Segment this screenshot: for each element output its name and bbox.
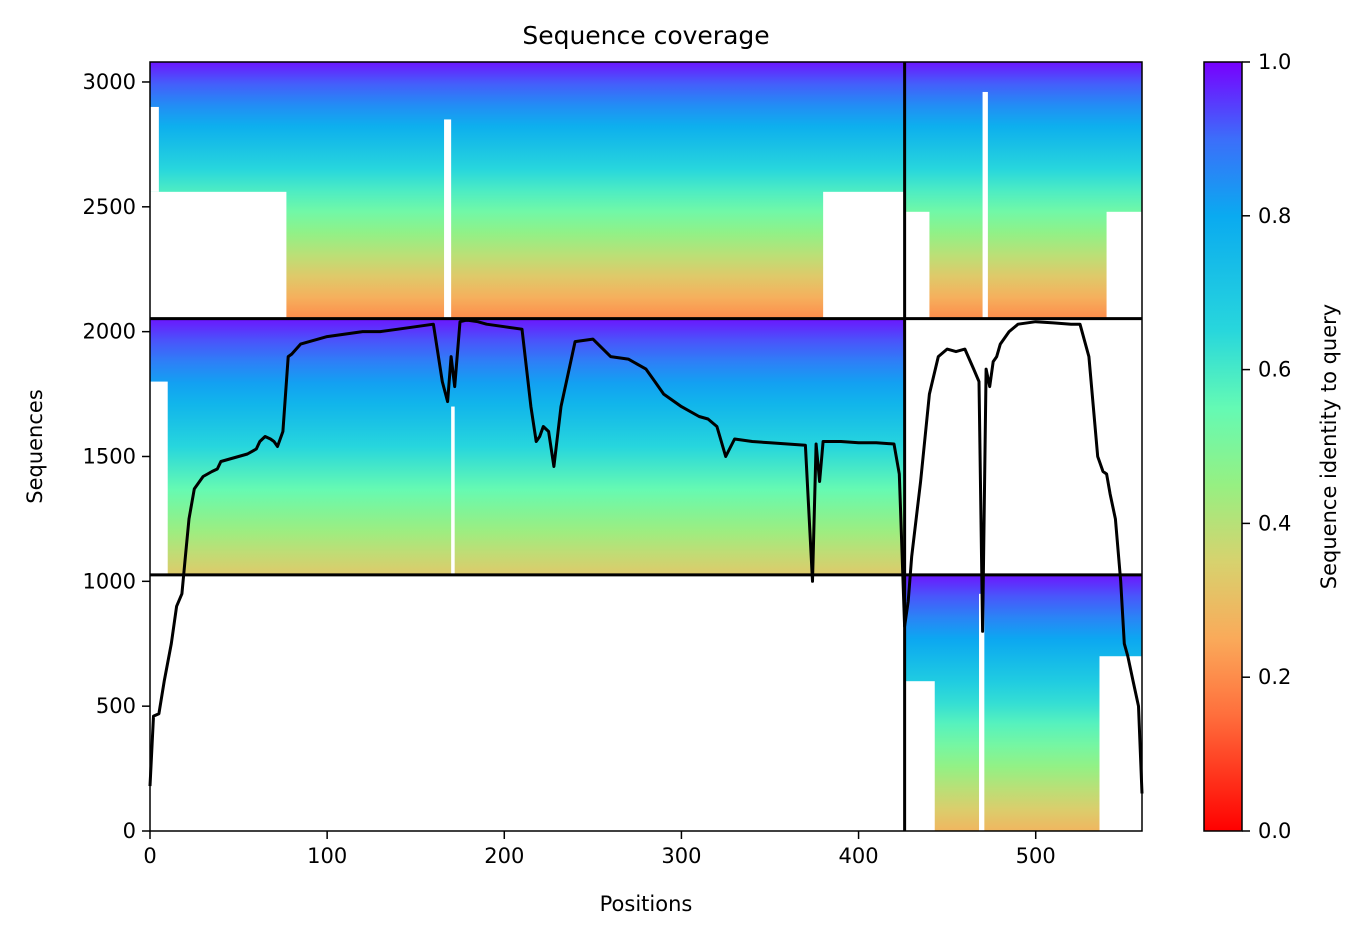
y-tick-label: 1500 xyxy=(83,444,136,468)
gap-top-left-column xyxy=(444,119,452,319)
y-axis-ticks: 0 500 1000 1500 2000 2500 3000 xyxy=(83,70,150,843)
x-tick-label: 100 xyxy=(307,844,347,868)
gap-top-left-edge xyxy=(150,106,159,192)
block-separators xyxy=(150,62,1142,831)
colorbar-tick-label: 0.8 xyxy=(1258,204,1291,228)
colorbar-tick-label: 1.0 xyxy=(1258,50,1291,74)
y-tick-label: 3000 xyxy=(83,70,136,94)
gap-top-right-end xyxy=(1106,211,1142,319)
colorbar-tick-label: 0.0 xyxy=(1258,819,1291,843)
gap-top-right-start xyxy=(904,211,930,319)
colorbar: 0.0 0.2 0.4 0.6 0.8 1.0 Sequence identity to … xyxy=(1203,50,1341,843)
colorbar-label: Sequence identity to query xyxy=(1317,304,1341,589)
gap-top-left-end xyxy=(823,191,905,319)
y-tick-label: 1000 xyxy=(83,569,136,593)
x-tick-label: 500 xyxy=(1016,844,1056,868)
y-tick-label: 2500 xyxy=(83,195,136,219)
heatmap-blocks xyxy=(150,62,1142,831)
coverage-line xyxy=(148,318,1144,794)
x-tick-label: 0 xyxy=(143,844,156,868)
colorbar-tick-label: 0.2 xyxy=(1258,665,1291,689)
x-axis-ticks: 0 100 200 300 400 500 xyxy=(143,831,1056,868)
gap-bottom-right-column xyxy=(979,593,985,831)
gap-bottom-right-start xyxy=(904,681,935,831)
y-tick-label: 2000 xyxy=(83,320,136,344)
chart-title: Sequence coverage xyxy=(522,21,769,50)
x-tick-label: 300 xyxy=(661,844,701,868)
gap-top-right-column xyxy=(982,91,988,319)
x-axis-label: Positions xyxy=(600,892,693,916)
y-tick-label: 500 xyxy=(96,694,136,718)
plot-area xyxy=(148,61,1144,832)
x-tick-label: 200 xyxy=(484,844,524,868)
gap-middle-left-column xyxy=(451,406,455,575)
block-top-right xyxy=(904,62,1142,319)
heatmap-gaps xyxy=(150,91,1142,831)
gap-bottom-right-end xyxy=(1099,656,1142,831)
y-axis-label: Sequences xyxy=(23,389,47,504)
y-tick-label: 0 xyxy=(123,819,136,843)
colorbar-gradient xyxy=(1204,62,1242,831)
colorbar-frame xyxy=(1203,61,1243,832)
gap-middle-left-edge xyxy=(150,381,168,575)
block-middle-left xyxy=(150,318,905,575)
plot-frame xyxy=(149,61,1143,832)
x-tick-label: 400 xyxy=(839,844,879,868)
gap-top-left-start xyxy=(150,191,287,319)
colorbar-ticks: 0.0 0.2 0.4 0.6 0.8 1.0 xyxy=(1242,50,1291,843)
colorbar-tick-label: 0.4 xyxy=(1258,511,1291,535)
colorbar-tick-label: 0.6 xyxy=(1258,358,1291,382)
